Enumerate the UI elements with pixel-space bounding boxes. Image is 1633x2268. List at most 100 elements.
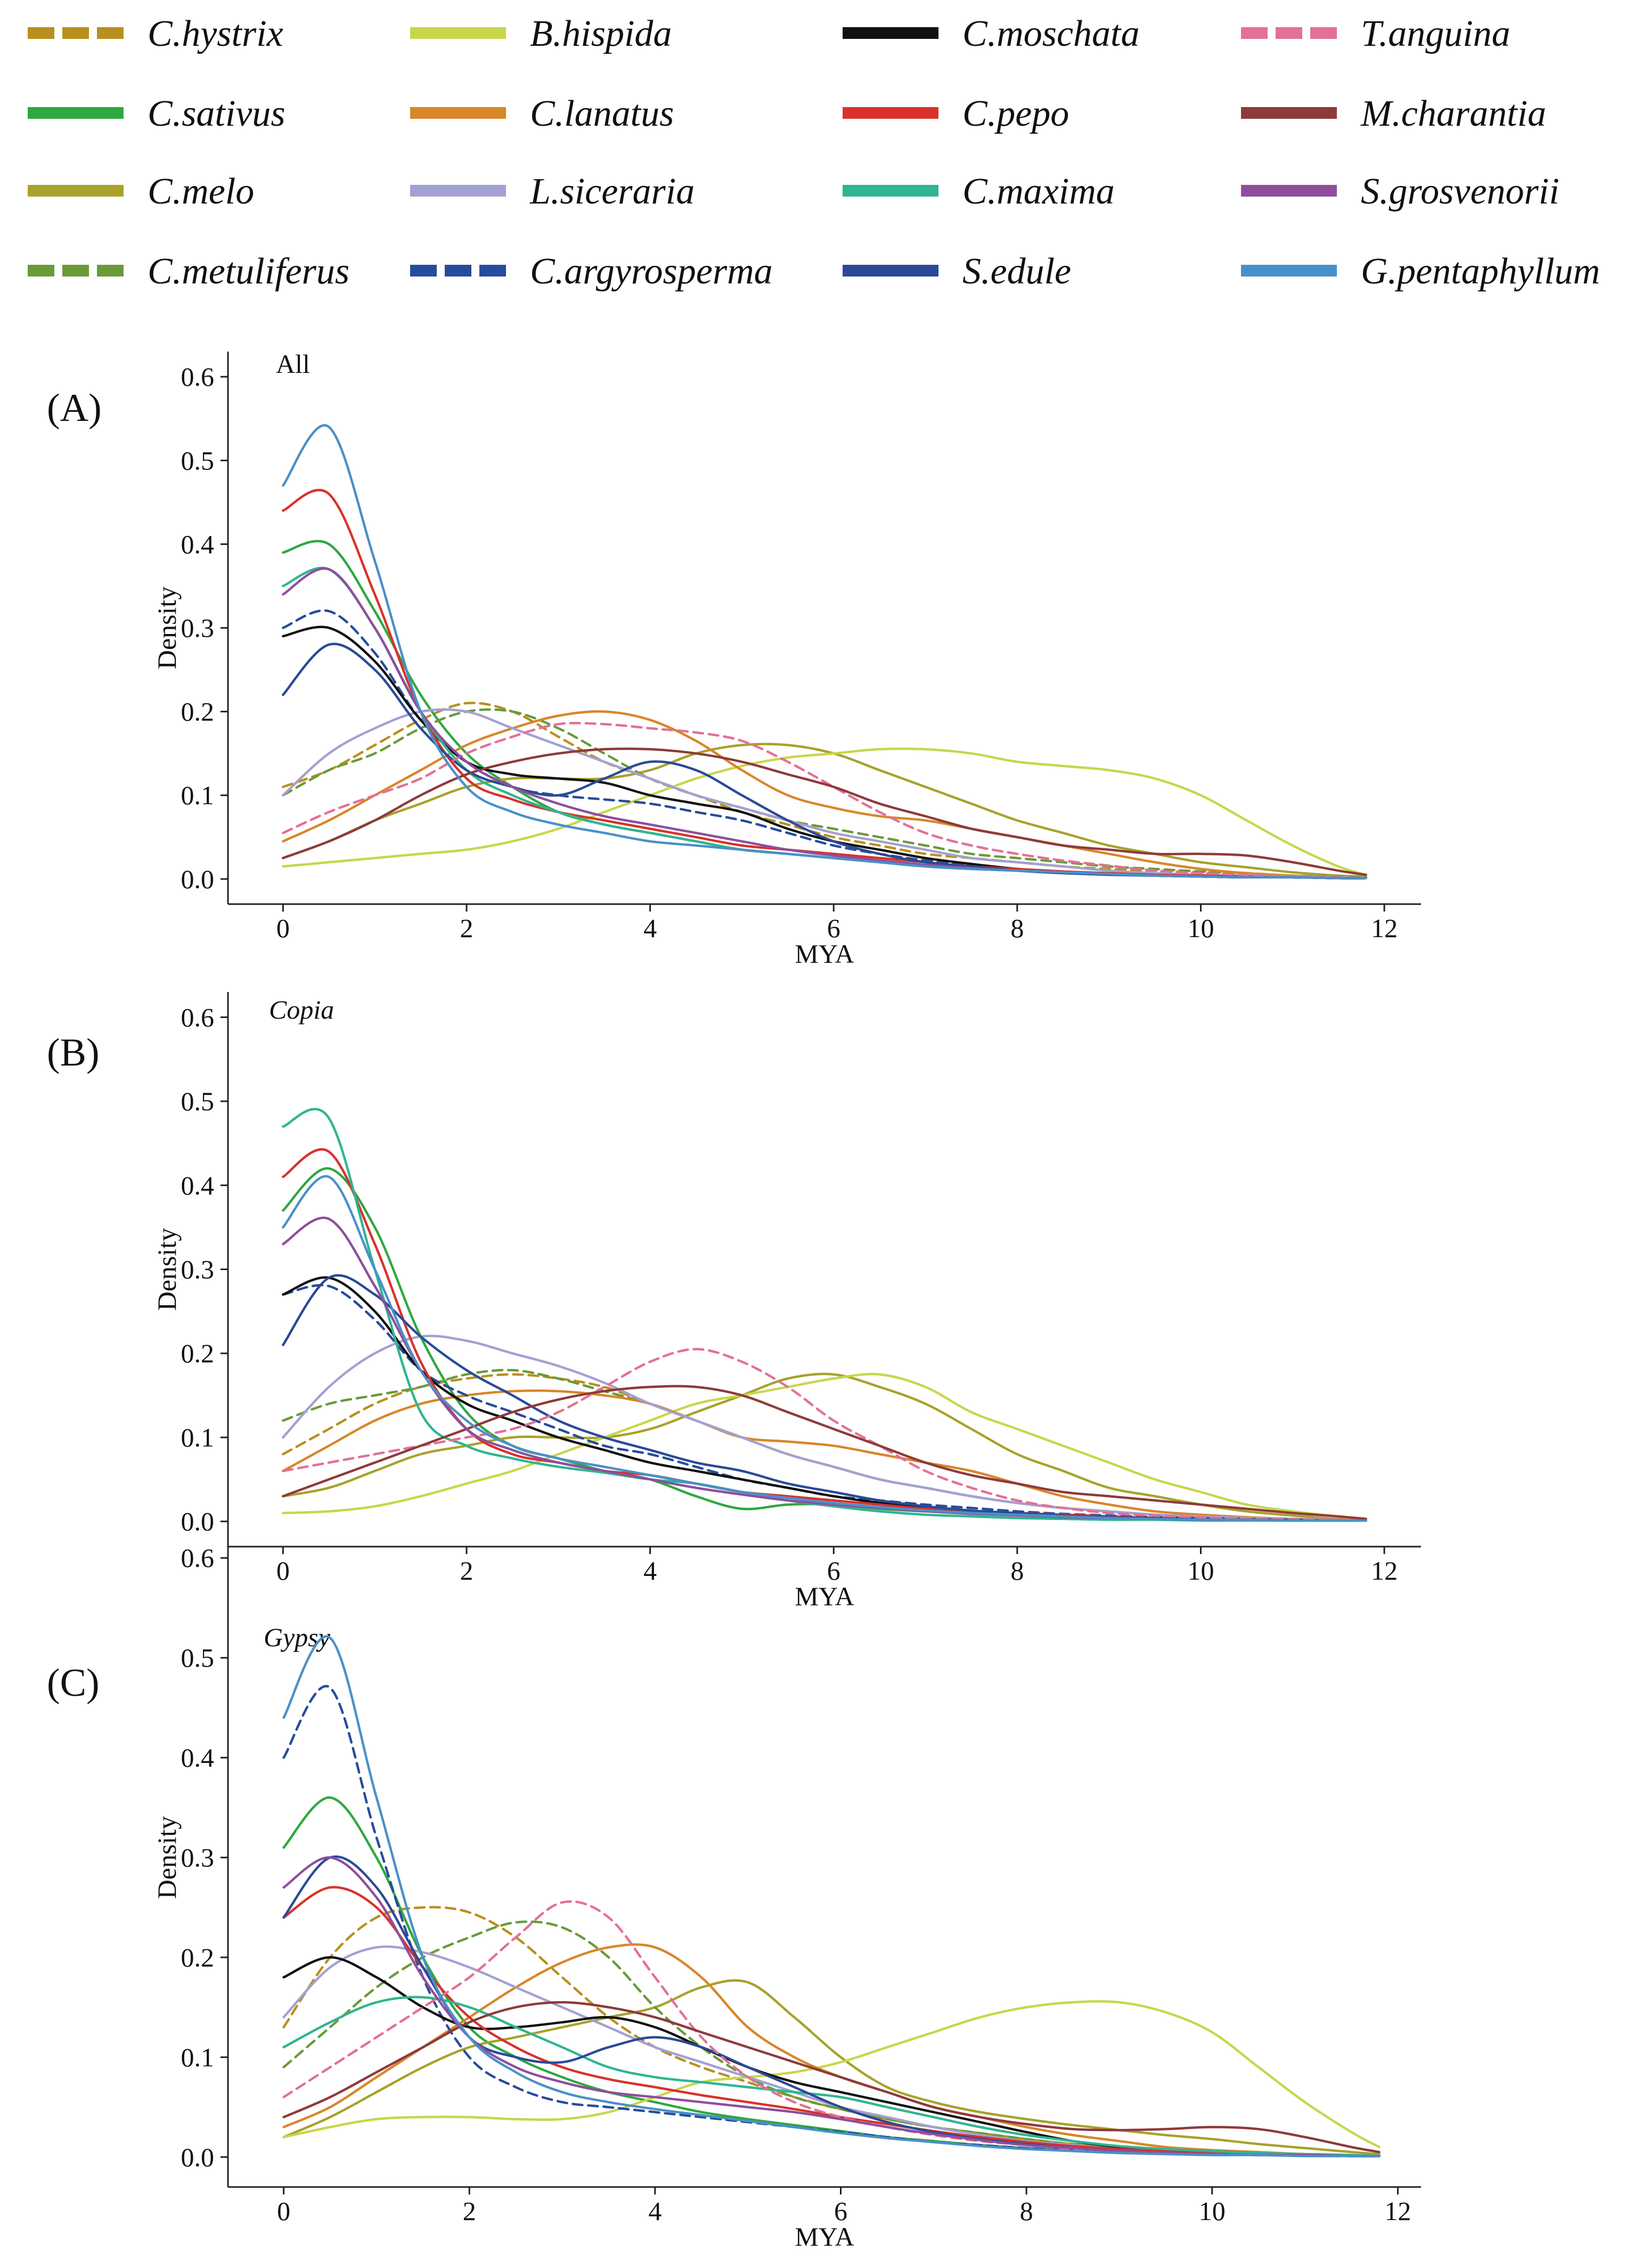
curve-m-charantia: [282, 2001, 1381, 2153]
subset-label: Copia: [269, 995, 334, 1025]
curve-c-argyrosperma: [282, 1284, 1367, 1522]
x-tick-label: 2: [460, 913, 473, 943]
legend-item: C.moschata: [843, 13, 1140, 54]
x-tick-label: 0: [276, 913, 290, 943]
x-tick-label: 8: [1020, 2196, 1033, 2226]
legend: C.hystrix C.sativus C.melo C.metuliferus B.h…: [28, 13, 1600, 292]
legend-label: C.lanatus: [530, 93, 674, 134]
legend-label: C.hystrix: [148, 13, 283, 54]
curve-b-hispida: [282, 747, 1367, 876]
x-tick-label: 6: [834, 2196, 847, 2226]
legend-item: C.sativus: [28, 93, 285, 134]
y-axis-title: Density: [152, 587, 182, 670]
x-tick-label: 10: [1187, 1556, 1214, 1586]
legend-label: C.pepo: [962, 93, 1069, 134]
legend-label: C.argyrosperma: [530, 251, 773, 292]
legend-label: C.sativus: [148, 93, 285, 134]
y-tick-label: 0.4: [181, 1170, 215, 1200]
y-tick-label: 0.1: [181, 2042, 215, 2072]
x-tick-label: 4: [643, 1556, 657, 1586]
x-tick-label: 10: [1199, 2196, 1226, 2226]
legend-item: C.maxima: [843, 171, 1115, 212]
curve-c-melo: [282, 1979, 1381, 2156]
x-tick-label: 6: [827, 913, 840, 943]
legend-item: M.charantia: [1241, 93, 1546, 134]
x-tick-label: 4: [648, 2196, 662, 2226]
x-tick-label: 12: [1371, 1556, 1398, 1586]
y-tick-label: 0.6: [181, 1543, 215, 1573]
legend-item: G.pentaphyllum: [1241, 251, 1600, 292]
curve-c-maxima: [282, 1996, 1381, 2158]
panel-all: (A) All 0.0 0.1 0.2 0.3 0.4 0.5 0.6 0 2 4 6 8 10 12 MYA D…: [47, 349, 1421, 969]
x-tick-label: 10: [1187, 913, 1214, 943]
x-tick-label: 0: [276, 1556, 290, 1586]
y-axis-title: Density: [152, 1228, 182, 1311]
curve-c-lanatus: [282, 710, 1367, 880]
y-tick-label: 0.0: [181, 2142, 215, 2172]
y-tick-label: 0.6: [181, 362, 215, 392]
x-tick-label: 2: [460, 1556, 473, 1586]
x-tick-label: 0: [277, 2196, 290, 2226]
legend-label: C.melo: [148, 171, 254, 212]
legend-item: T.anguina: [1241, 13, 1510, 54]
panels: (A) All 0.0 0.1 0.2 0.3 0.4 0.5 0.6 0 2 4 6 8 10 12 MYA D…: [47, 349, 1421, 2251]
legend-item: B.hispida: [410, 13, 672, 54]
legend-label: C.maxima: [962, 171, 1115, 212]
y-tick-label: 0.1: [181, 1422, 215, 1452]
y-axis-title: Density: [152, 1816, 182, 1899]
legend-item: S.edule: [843, 251, 1071, 292]
curve-c-hystrix: [282, 1906, 1381, 2158]
panel-label: (A): [47, 386, 102, 430]
y-tick-label: 0.5: [181, 1643, 215, 1673]
panel-label: (C): [47, 1661, 100, 1705]
legend-item: C.metuliferus: [28, 251, 349, 292]
x-axis-title: MYA: [795, 2222, 854, 2251]
y-tick-label: 0.3: [181, 1843, 215, 1873]
legend-label: M.charantia: [1360, 93, 1546, 134]
y-tick-label: 0.5: [181, 445, 215, 475]
y-tick-label: 0.6: [181, 1002, 215, 1032]
subset-label: Gypsy: [264, 1622, 331, 1652]
curve-m-charantia: [282, 747, 1367, 876]
legend-item: S.grosvenorii: [1241, 171, 1559, 212]
density-curves: [282, 1635, 1381, 2158]
y-tick-label: 0.4: [181, 529, 215, 559]
y-tick-label: 0.4: [181, 1743, 215, 1773]
x-tick-label: 8: [1010, 1556, 1024, 1586]
x-tick-label: 8: [1010, 913, 1024, 943]
y-tick-label: 0.3: [181, 613, 215, 643]
subset-label: All: [276, 349, 310, 379]
y-tick-label: 0.0: [181, 864, 215, 894]
x-axis-title: MYA: [795, 1581, 854, 1611]
y-tick-label: 0.3: [181, 1255, 215, 1285]
panel-gypsy: (C) Gypsy 0.0 0.1 0.2 0.3 0.4 0.5 0.6 0 2 4 6 8 10 12 MY…: [47, 1528, 1421, 2251]
x-tick-label: 4: [643, 913, 657, 943]
x-tick-label: 2: [463, 2196, 476, 2226]
y-tick-label: 0.2: [181, 697, 215, 727]
x-tick-label: 6: [827, 1556, 840, 1586]
legend-label: B.hispida: [530, 13, 672, 54]
legend-item: C.melo: [28, 171, 254, 212]
legend-item: C.pepo: [843, 93, 1069, 134]
legend-item: L.siceraria: [410, 171, 695, 212]
x-tick-label: 12: [1371, 913, 1398, 943]
y-tick-label: 0.2: [181, 1338, 215, 1368]
x-axis-title: MYA: [795, 939, 854, 969]
legend-label: C.metuliferus: [148, 251, 349, 292]
legend-label: S.edule: [962, 251, 1071, 292]
legend-label: S.grosvenorii: [1361, 171, 1559, 212]
y-tick-label: 0.2: [181, 1942, 215, 1972]
panel-label: (B): [47, 1031, 100, 1075]
legend-label: C.moschata: [962, 13, 1140, 54]
legend-label: G.pentaphyllum: [1361, 251, 1600, 292]
legend-item: C.argyrosperma: [410, 251, 773, 292]
legend-item: C.hystrix: [28, 13, 283, 54]
legend-label: T.anguina: [1361, 13, 1510, 54]
y-tick-label: 0.5: [181, 1086, 215, 1116]
panel-copia: (B) Copia 0.0 0.1 0.2 0.3 0.4 0.5 0.6 0 2 4 6 8 10 12 MY…: [47, 992, 1421, 1611]
curve-g-pentaphyllum: [282, 1635, 1381, 2158]
curve-t-anguina: [282, 721, 1367, 880]
legend-label: L.siceraria: [529, 171, 695, 212]
